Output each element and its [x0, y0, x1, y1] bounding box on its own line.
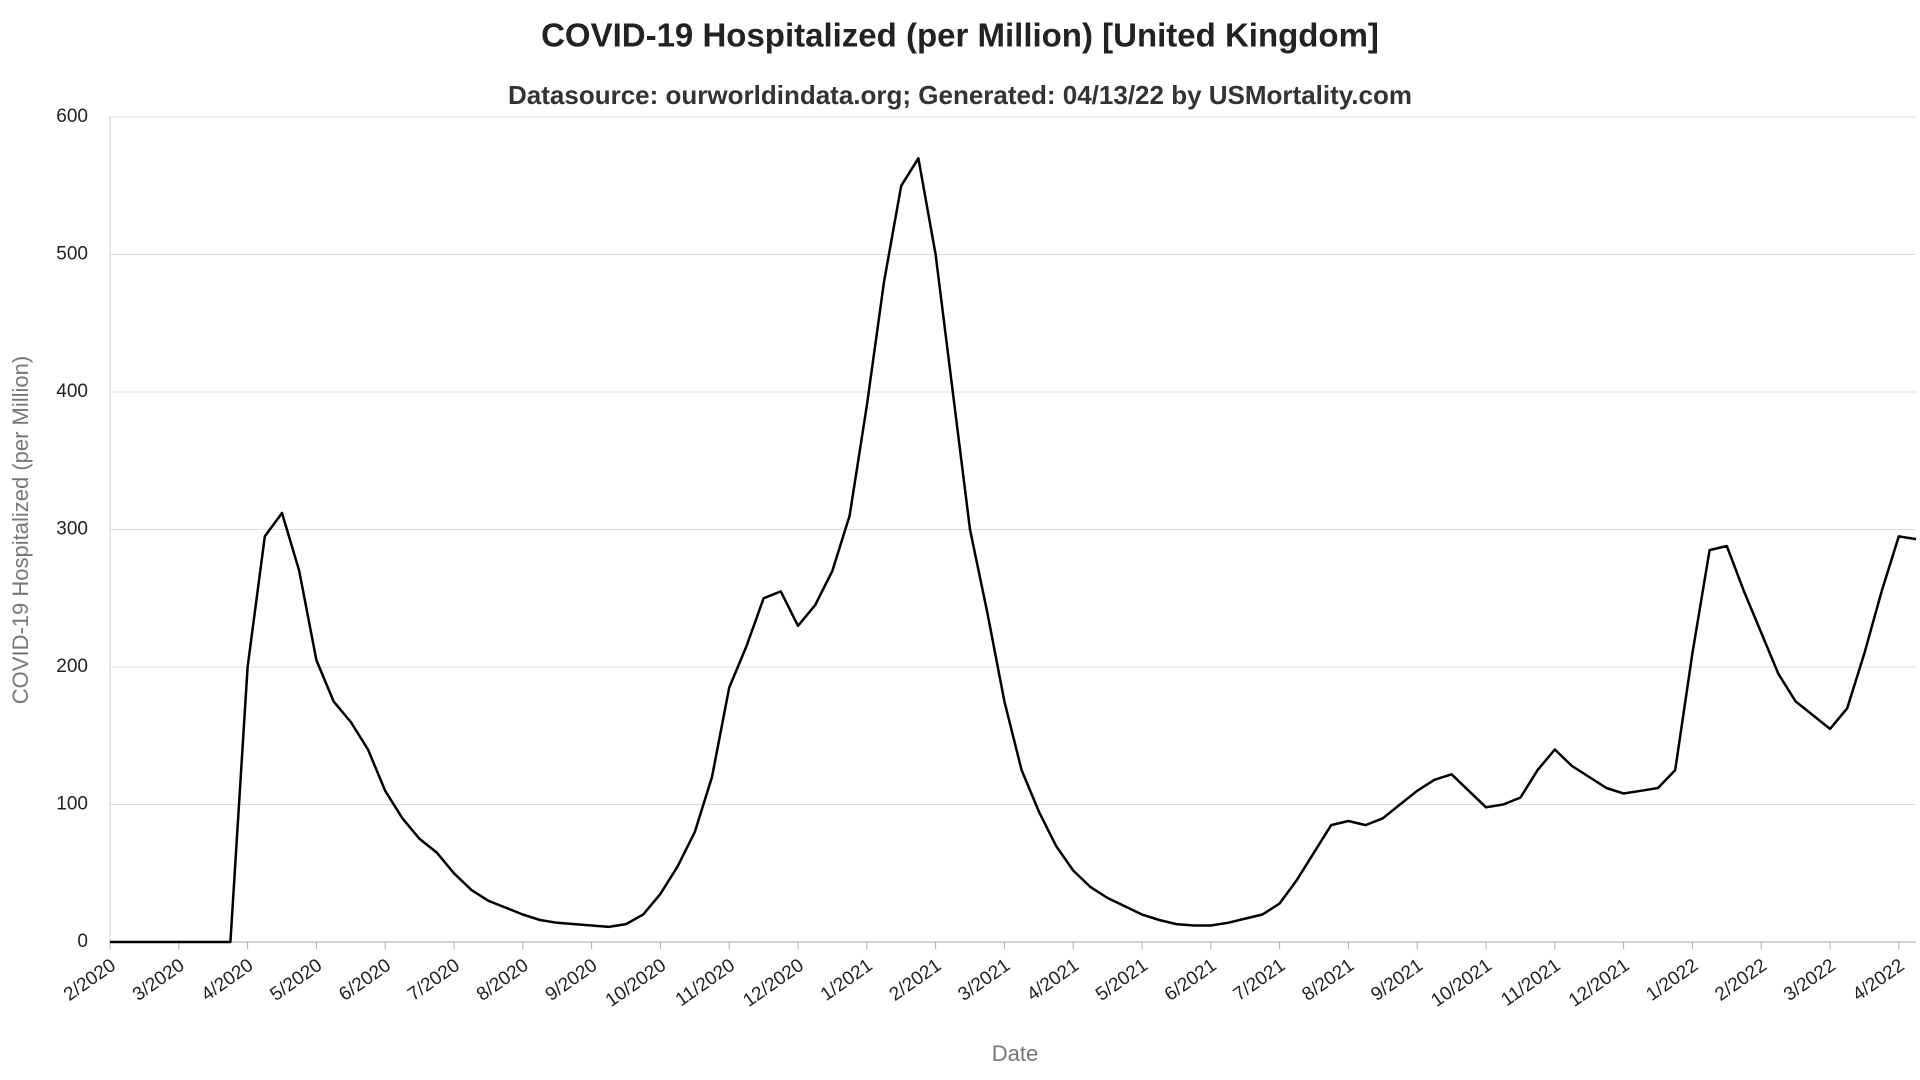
x-tick-label: 2/2021 [886, 955, 946, 1006]
y-tick-label: 200 [56, 656, 88, 677]
x-tick-label: 1/2021 [817, 955, 877, 1006]
x-tick-label: 5/2021 [1092, 955, 1152, 1006]
x-tick-label: 8/2021 [1298, 955, 1358, 1006]
chart-subtitle: Datasource: ourworldindata.org; Generate… [508, 80, 1412, 110]
chart-title: COVID-19 Hospitalized (per Million) [Uni… [541, 17, 1379, 54]
x-tick-label: 10/2020 [602, 955, 670, 1012]
y-tick-label: 600 [56, 106, 88, 127]
x-tick-label: 2/2020 [60, 955, 120, 1006]
x-tick-label: 4/2021 [1023, 955, 1083, 1006]
x-axis-label: Date [992, 1041, 1038, 1066]
x-tick-label: 11/2020 [672, 955, 739, 1011]
x-tick-label: 4/2022 [1849, 955, 1909, 1006]
x-tick-label: 7/2020 [404, 955, 464, 1006]
y-tick-label: 300 [56, 519, 88, 540]
x-tick-label: 9/2020 [542, 955, 602, 1006]
x-tick-label: 6/2021 [1161, 955, 1221, 1006]
x-tick-label: 5/2020 [266, 955, 326, 1006]
y-tick-label: 500 [56, 244, 88, 265]
x-tick-label: 6/2020 [335, 955, 395, 1006]
y-axis-label: COVID-19 Hospitalized (per Million) [8, 356, 33, 704]
x-tick-label: 2/2022 [1711, 955, 1771, 1006]
x-tick-label: 3/2021 [954, 955, 1014, 1006]
x-tick-label: 7/2021 [1230, 955, 1290, 1006]
x-tick-label: 11/2021 [1497, 955, 1564, 1011]
y-tick-label: 400 [56, 381, 88, 402]
x-tick-label: 1/2022 [1642, 955, 1702, 1006]
y-tick-label: 0 [77, 931, 88, 952]
x-tick-label: 4/2020 [198, 955, 258, 1006]
x-tick-label: 3/2022 [1780, 955, 1840, 1006]
x-tick-label: 12/2020 [739, 955, 807, 1012]
x-tick-label: 12/2021 [1565, 955, 1633, 1012]
y-tick-label: 100 [56, 794, 88, 815]
x-tick-label: 9/2021 [1367, 955, 1427, 1006]
x-tick-label: 3/2020 [129, 955, 189, 1006]
x-tick-label: 8/2020 [473, 955, 533, 1006]
x-tick-label: 10/2021 [1427, 955, 1495, 1012]
data-line [110, 157, 1917, 944]
